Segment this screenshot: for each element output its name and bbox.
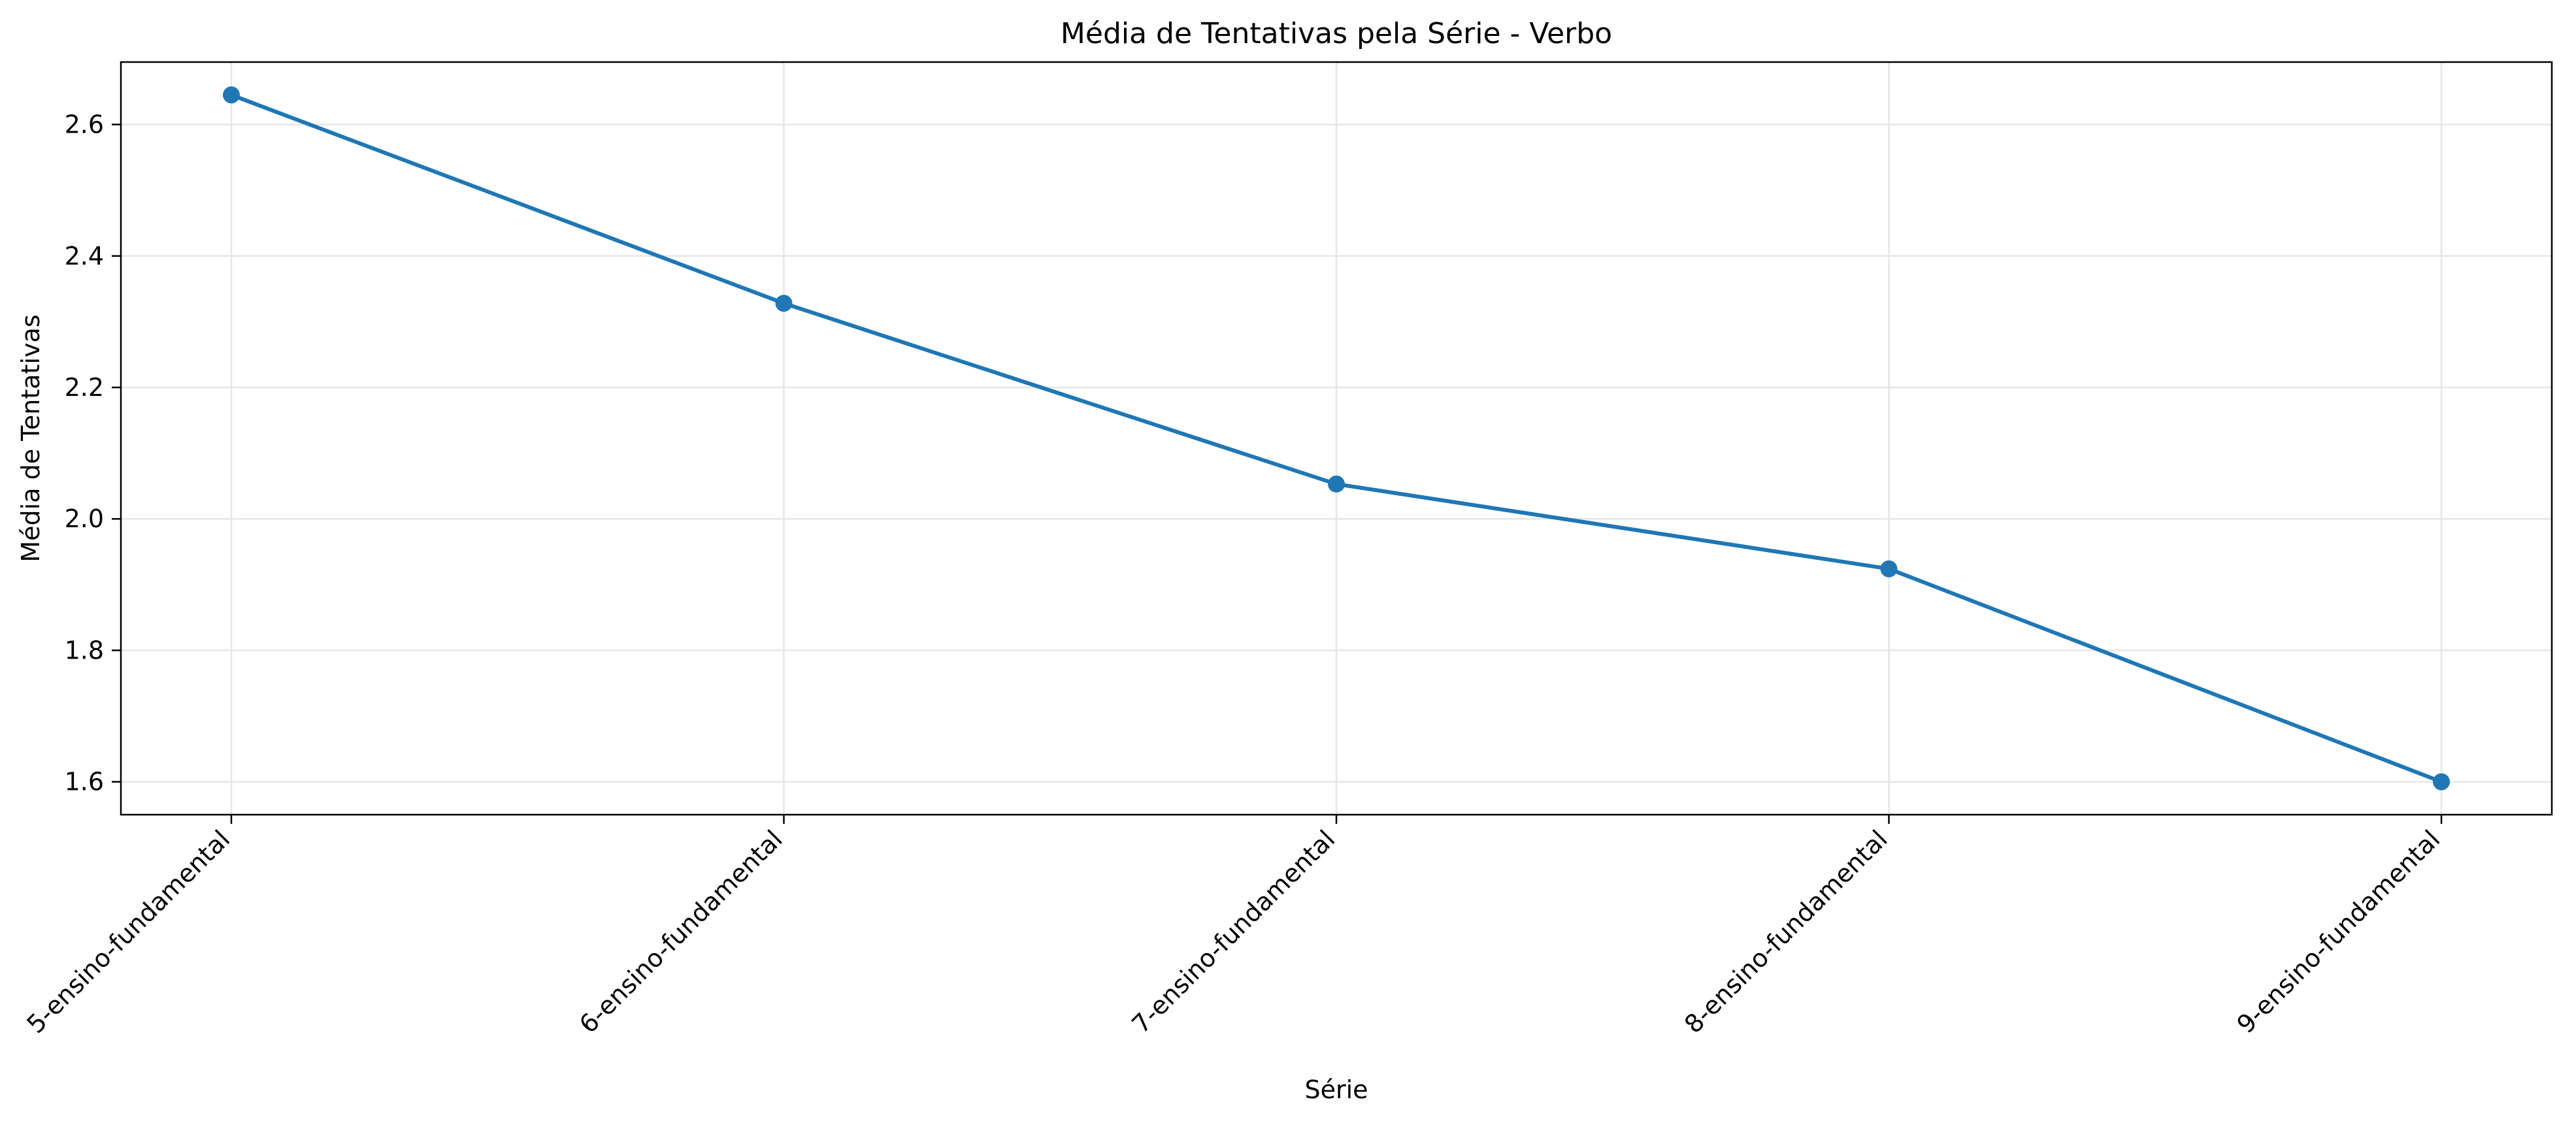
y-tick-label: 1.8: [65, 636, 104, 664]
y-tick-label: 2.6: [65, 110, 104, 139]
data-point: [223, 86, 240, 104]
series-layer: [223, 86, 2450, 791]
y-tick-label: 2.4: [65, 242, 104, 270]
x-tick-label: 5-ensino-fundamental: [22, 824, 236, 1039]
x-axis-label: Série: [1304, 1075, 1368, 1104]
data-point: [1880, 560, 1898, 578]
x-tick-label: 9-ensino-fundamental: [2232, 824, 2446, 1039]
x-tick-label: 6-ensino-fundamental: [574, 824, 788, 1039]
data-point: [775, 295, 793, 312]
y-axis-ticks: 1.6 1.8 2.0 2.2 2.4 2.6: [65, 110, 121, 796]
grid: [121, 62, 2552, 815]
x-tick-label: 8-ensino-fundamental: [1679, 824, 1893, 1039]
data-point: [1328, 475, 1345, 493]
y-tick-label: 2.0: [65, 504, 104, 533]
data-point: [2433, 773, 2450, 791]
y-tick-label: 2.2: [65, 373, 104, 402]
chart-title: Média de Tentativas pela Série - Verbo: [1061, 17, 1612, 50]
y-axis-label: Média de Tentativas: [16, 314, 45, 562]
y-tick-label: 1.6: [65, 768, 104, 796]
x-tick-label: 7-ensino-fundamental: [1127, 824, 1341, 1039]
x-axis-ticks: 5-ensino-fundamental 6-ensino-fundamental…: [22, 815, 2446, 1039]
